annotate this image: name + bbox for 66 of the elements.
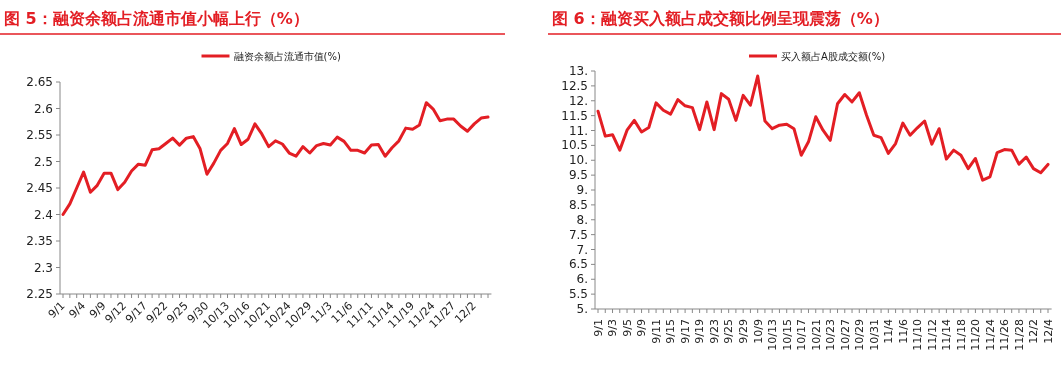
x-tick-label: 11/20	[969, 319, 983, 351]
x-tick-label: 10/21	[809, 319, 823, 351]
x-tick-label: 9/4	[66, 299, 89, 321]
x-tick-label: 10/9	[751, 319, 765, 344]
x-tick-label: 10/15	[780, 319, 794, 351]
x-tick-label: 9/1	[45, 299, 68, 321]
x-tick-label: 11/28	[1012, 319, 1026, 351]
legend: 买入额占A股成交额(%)	[749, 51, 886, 62]
y-tick-label: 2.6	[33, 101, 53, 116]
y-tick-label: 9.	[576, 183, 588, 197]
x-tick-label: 12/4	[1041, 319, 1055, 344]
x-tick-label: 10/23	[824, 319, 838, 351]
x-tick-label: 10/13	[766, 319, 780, 351]
y-tick-label: 2.45	[26, 181, 53, 195]
y-tick-label: 5.5	[568, 287, 588, 302]
x-tick-label: 11/6	[896, 319, 910, 344]
legend-label: 融资余额占流通市值(%)	[233, 51, 341, 62]
x-tick-label: 10/27	[838, 319, 852, 351]
x-tick-label: 11/4	[882, 319, 896, 344]
legend-label: 买入额占A股成交额(%)	[781, 51, 886, 62]
x-tick-label: 12/2	[1027, 319, 1041, 344]
x-tick-label: 11/10	[911, 319, 925, 351]
x-tick-label: 9/1	[591, 319, 605, 337]
x-tick-label: 10/17	[795, 319, 809, 351]
x-tick-label: 10/31	[867, 319, 881, 351]
x-tick-label: 9/29	[737, 319, 751, 344]
y-tick-label: 2.65	[26, 75, 53, 89]
y-tick-label: 6.	[576, 272, 588, 287]
y-tick-label: 10.5	[561, 138, 588, 153]
chart-title: 图 6：融资买入额占成交额比例呈现震荡（%）	[552, 9, 889, 28]
x-tick-label: 9/3	[606, 319, 620, 337]
y-tick-label: 2.25	[26, 287, 53, 301]
y-tick-label: 7.	[576, 242, 588, 257]
y-tick-label: 11.5	[561, 108, 588, 123]
y-tick-label: 9.5	[568, 168, 588, 183]
y-tick-label: 2.4	[33, 207, 53, 222]
x-tick-label: 9/11	[649, 319, 663, 344]
x-tick-label: 11/26	[998, 319, 1012, 351]
x-tick-label: 9/15	[664, 319, 678, 344]
legend: 融资余额占流通市值(%)	[201, 51, 341, 62]
x-tick-label: 11/12	[925, 319, 939, 351]
y-tick-label: 10.	[568, 153, 588, 168]
x-tick-label: 9/5	[620, 319, 634, 337]
x-tick-label: 9/17	[678, 319, 692, 344]
x-tick-label: 9/25	[722, 319, 736, 344]
x-tick-label: 9/9	[635, 319, 649, 337]
y-tick-label: 13.	[568, 64, 588, 78]
y-tick-label: 2.5	[33, 154, 53, 169]
y-tick-label: 2.3	[33, 260, 53, 275]
x-tick-label: 10/29	[853, 319, 867, 351]
y-tick-label: 11.	[568, 123, 588, 138]
x-tick-label: 11/14	[940, 319, 954, 351]
y-tick-label: 6.5	[568, 257, 588, 272]
x-tick-label: 11/18	[954, 319, 968, 351]
y-tick-label: 2.55	[26, 128, 53, 142]
x-tick-label: 9/19	[693, 319, 707, 344]
y-tick-label: 8.5	[568, 197, 588, 212]
y-tick-label: 12.	[568, 93, 588, 108]
y-tick-label: 2.35	[26, 234, 53, 248]
y-tick-label: 8.	[576, 212, 588, 227]
x-tick-label: 9/23	[707, 319, 721, 344]
x-tick-label: 11/24	[983, 319, 997, 351]
y-tick-label: 5.	[576, 302, 588, 316]
y-tick-label: 7.5	[568, 227, 588, 242]
y-tick-label: 12.5	[561, 78, 588, 93]
chart-title: 图 5：融资余额占流通市值小幅上行（%）	[4, 9, 309, 28]
